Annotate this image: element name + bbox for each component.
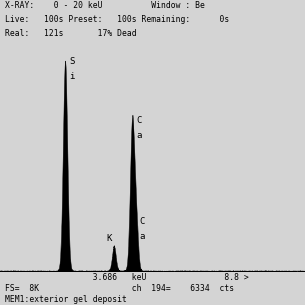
Text: C: C bbox=[140, 217, 145, 226]
Text: X-RAY:    0 - 20 keU          Window : Be: X-RAY: 0 - 20 keU Window : Be bbox=[5, 1, 204, 10]
Text: C: C bbox=[136, 116, 142, 125]
Text: 3.686   keU                8.8 >: 3.686 keU 8.8 > bbox=[5, 273, 248, 282]
Text: i: i bbox=[69, 72, 75, 81]
Text: a: a bbox=[140, 231, 145, 241]
Text: MEM1:exterior gel deposit: MEM1:exterior gel deposit bbox=[5, 295, 127, 304]
Text: Real:   121s       17% Dead: Real: 121s 17% Dead bbox=[5, 29, 136, 38]
Text: a: a bbox=[136, 131, 142, 140]
Text: Live:   100s Preset:   100s Remaining:      0s: Live: 100s Preset: 100s Remaining: 0s bbox=[5, 15, 229, 24]
Text: S: S bbox=[69, 57, 75, 66]
Text: FS=  8K                   ch  194=    6334  cts: FS= 8K ch 194= 6334 cts bbox=[5, 284, 234, 293]
Text: K: K bbox=[107, 234, 112, 243]
